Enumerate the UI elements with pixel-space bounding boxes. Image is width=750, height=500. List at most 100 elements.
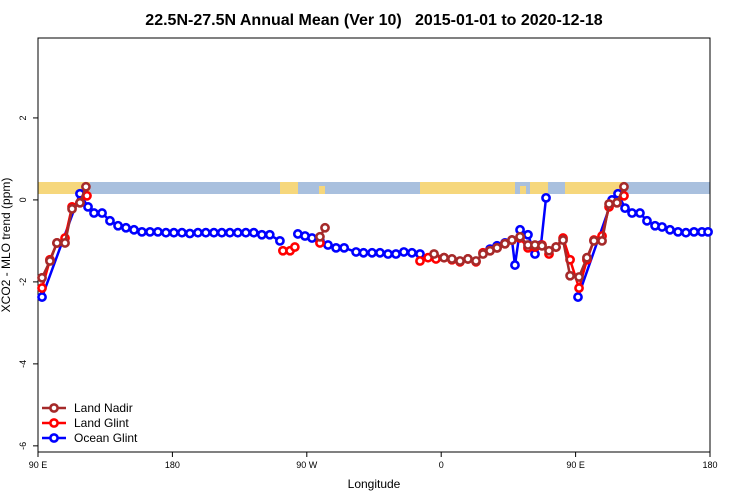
point — [315, 231, 325, 242]
point — [307, 233, 317, 243]
point — [665, 224, 675, 235]
y-tick-label: -4 — [18, 360, 28, 368]
point — [45, 256, 55, 266]
point — [97, 208, 107, 218]
point — [105, 215, 115, 226]
chart-title: 22.5N-27.5N Annual Mean (Ver 10) 2015-01… — [145, 12, 603, 29]
point — [507, 235, 517, 245]
point — [375, 247, 385, 258]
x-tick-label: 0 — [439, 460, 444, 470]
point — [75, 197, 85, 208]
point — [129, 224, 139, 235]
point — [60, 238, 70, 248]
point — [398, 247, 409, 257]
point — [52, 238, 62, 248]
point — [573, 292, 583, 302]
point — [137, 226, 147, 237]
point — [582, 252, 592, 263]
point — [619, 181, 629, 192]
y-tick-label: -2 — [18, 278, 28, 286]
point — [551, 242, 561, 252]
point — [455, 256, 465, 266]
point — [447, 254, 457, 264]
point — [331, 242, 341, 253]
point — [264, 229, 275, 240]
map-strip — [38, 182, 710, 194]
point — [681, 227, 691, 238]
point — [289, 242, 300, 252]
point — [642, 215, 652, 226]
point — [620, 203, 630, 214]
point — [500, 238, 510, 249]
point — [635, 208, 645, 218]
point — [565, 270, 575, 281]
point — [153, 226, 163, 237]
point — [558, 235, 568, 245]
point — [275, 236, 285, 246]
point — [351, 247, 361, 257]
point — [703, 226, 713, 237]
point — [67, 204, 77, 214]
point — [523, 229, 533, 240]
point — [439, 252, 449, 263]
legend-marker — [49, 403, 59, 413]
plot-frame — [37, 37, 711, 453]
point — [216, 227, 227, 238]
point — [256, 229, 267, 240]
legend-label: Land Glint — [74, 416, 129, 430]
point — [673, 226, 683, 237]
point — [415, 256, 425, 266]
x-tick-label: 90 E — [566, 460, 585, 470]
point — [209, 227, 219, 238]
point — [689, 226, 699, 237]
point — [429, 249, 439, 259]
x-tick-label: 90 E — [29, 460, 48, 470]
point — [510, 260, 520, 270]
point — [121, 222, 131, 233]
point — [248, 227, 259, 238]
point — [113, 220, 123, 231]
point — [177, 227, 187, 238]
point — [37, 283, 47, 293]
point — [358, 247, 369, 258]
point — [200, 227, 211, 238]
point — [515, 231, 525, 242]
point — [627, 208, 637, 218]
legend-marker — [49, 418, 59, 428]
point — [537, 240, 547, 251]
point — [657, 222, 667, 232]
point — [391, 249, 401, 259]
point — [83, 201, 93, 212]
point — [161, 227, 171, 238]
point — [145, 226, 155, 237]
point — [323, 240, 333, 250]
point — [463, 254, 473, 264]
point — [544, 245, 554, 256]
point — [574, 272, 584, 282]
point — [232, 227, 243, 238]
x-axis-label: Longitude — [348, 477, 401, 491]
point — [224, 227, 235, 238]
point — [89, 208, 99, 218]
point — [492, 242, 502, 253]
point — [339, 242, 350, 253]
point — [367, 247, 377, 258]
x-tick-label: 180 — [165, 460, 180, 470]
point — [407, 247, 417, 258]
point — [383, 249, 393, 259]
legend-marker — [49, 433, 59, 443]
point — [574, 283, 584, 293]
y-axis-label: XCO2 - MLO trend (ppm) — [0, 178, 13, 313]
point — [320, 222, 330, 233]
point — [612, 197, 622, 208]
point — [541, 192, 551, 203]
x-tick-label: 90 W — [296, 460, 318, 470]
legend-label: Ocean Glint — [74, 431, 138, 445]
point — [193, 227, 203, 238]
point — [597, 236, 607, 246]
series-line — [40, 186, 626, 279]
point — [37, 292, 47, 302]
point — [37, 272, 47, 283]
